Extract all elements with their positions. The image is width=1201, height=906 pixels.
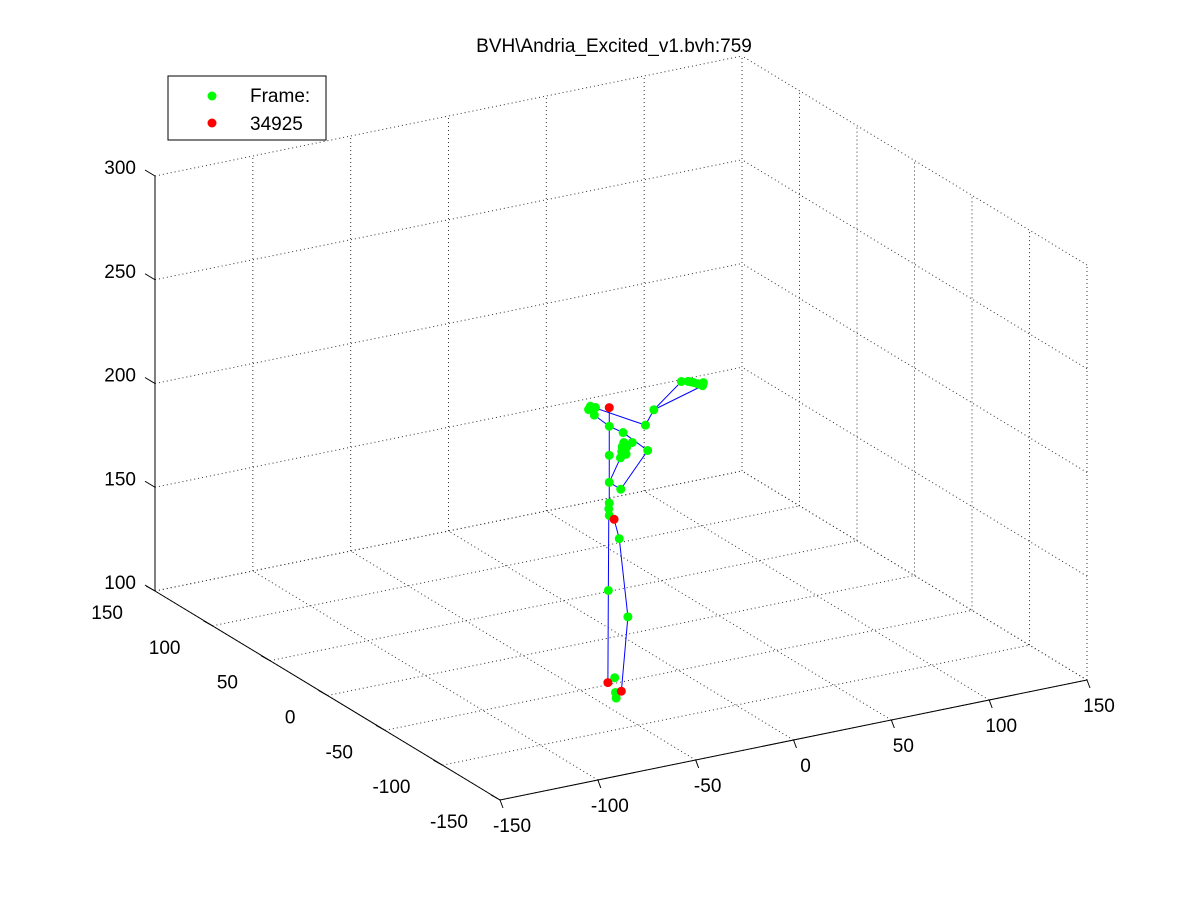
grid-line-floor-x [449,531,794,740]
y-tick-label: -100 [372,777,410,798]
legend-label-frame-number: 34925 [250,114,303,135]
z-tick-label: 200 [104,366,136,387]
x-tick-mark [891,720,894,728]
y-tick-mark [376,725,385,730]
y-tick-mark [261,656,270,661]
y-tick-label: -50 [326,742,353,763]
x-tick-mark [794,740,797,748]
z-tick-mark [145,170,155,176]
legend-label-frame: Frame: [250,86,310,107]
x-tick-mark [989,700,992,708]
legend-marker-red [208,119,217,128]
x-tick-mark [598,780,601,788]
grid-line-floor-x [253,571,598,780]
joint-marker-red [605,403,614,412]
x-tick-label: 0 [800,756,811,777]
joint-marker-green [641,421,650,430]
skeleton-bone [654,386,703,410]
joint-marker-green [605,478,614,487]
joint-marker-red [603,678,612,687]
y-tick-label: 50 [217,673,238,694]
joint-marker-green [623,612,632,621]
joint-marker-green [649,405,658,414]
grid-line-back-z [155,160,742,280]
chart-title: BVH\Andria_Excited_v1.bvh:759 [476,36,752,57]
y-tick-label: -150 [430,812,468,833]
grid-line-back-z [155,367,742,487]
z-tick-mark [145,585,155,591]
y-tick-mark [204,621,213,626]
joint-marker-red [617,687,626,696]
z-tick-label: 150 [104,469,136,490]
z-tick-mark [145,274,155,280]
y-tick-label: 100 [149,638,181,659]
x-tick-mark [696,760,699,768]
grid-line-floor-y [443,645,1030,765]
z-tick-label: 300 [104,158,136,179]
y-tick-mark [434,760,443,765]
legend-marker-green [208,92,217,101]
grid-line-floor-x [644,491,989,700]
y-tick-mark [491,795,500,800]
x-tick-label: 50 [893,736,914,757]
x-tick-mark [1087,680,1090,688]
y-tick-label: 0 [285,708,296,729]
joint-marker-green [619,428,628,437]
joint-marker-green [605,451,614,460]
joint-marker-green [615,534,624,543]
grid-line-floor-x [546,511,891,720]
grid-line-floor-y [328,576,915,696]
y-tick-label: 150 [91,603,123,624]
x-tick-label: -100 [591,796,629,817]
grid-line-floor-y [385,610,972,730]
joint-markers [584,377,708,703]
joint-marker-red [610,515,619,524]
grid-line-floor-x [351,551,696,760]
joint-marker-green [604,586,613,595]
joint-marker-green [605,422,614,431]
grid-line-side-z [742,56,1087,265]
x-tick-mark [500,800,503,808]
joint-marker-green [622,443,631,452]
x-tick-label: 150 [1083,696,1115,717]
tick-labels: -150 -100 -50 0 50 100 150 -150 -100 -50 0 50 100 150… [91,158,1115,837]
joint-marker-green [604,504,613,513]
x-tick-label: -150 [493,816,531,837]
skeleton-bone [621,617,628,691]
skeleton-bone [654,382,682,410]
joint-marker-green [616,485,625,494]
x-tick-label: -50 [694,776,721,797]
legend: Frame: 34925 [168,76,326,140]
grid-line-back-z [155,264,742,384]
y-tick-mark [319,691,328,696]
joint-marker-green [696,380,705,389]
x-tick-label: 100 [985,716,1017,737]
z-tick-label: 250 [104,262,136,283]
z-tick-mark [145,481,155,487]
joint-marker-green [643,446,652,455]
joint-marker-green [586,402,595,411]
z-tick-label: 100 [104,573,136,594]
z-tick-mark [145,378,155,384]
skeleton-bone [619,539,628,617]
